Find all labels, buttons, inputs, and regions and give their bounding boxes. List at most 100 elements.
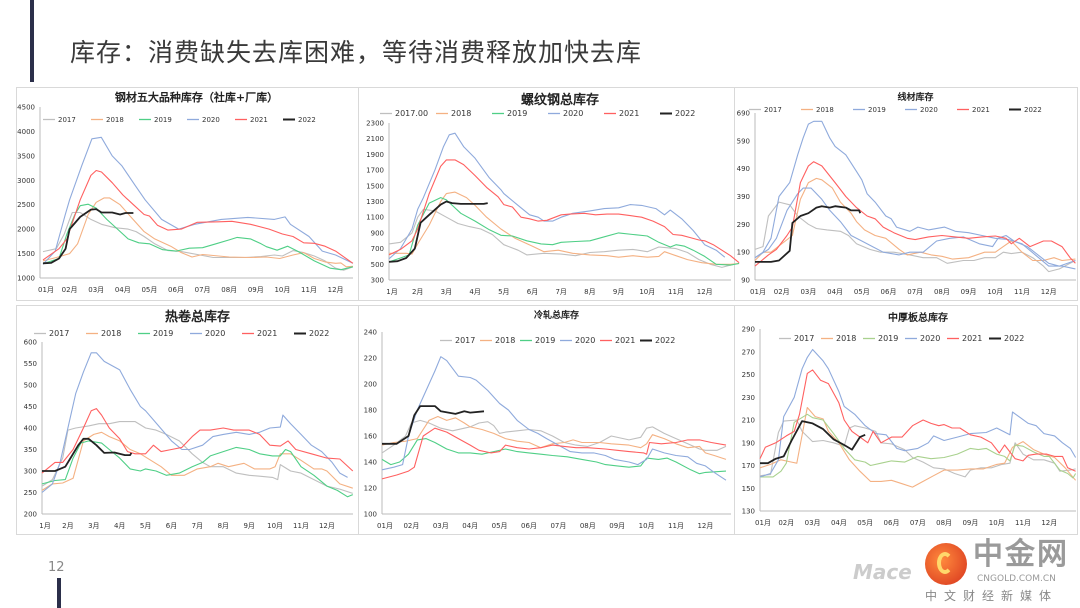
watermark-text: Mace bbox=[853, 560, 912, 584]
y-tick-label: 300 bbox=[24, 468, 37, 476]
x-tick-label: 9月 bbox=[243, 522, 254, 530]
legend-label-2019: 2019 bbox=[154, 116, 172, 124]
chart-panel-hot-coil bbox=[16, 305, 359, 535]
y-tick-label: 3000 bbox=[17, 177, 35, 185]
y-tick-label: 1700 bbox=[366, 167, 384, 175]
chart-title: 螺纹钢总库存 bbox=[521, 92, 599, 108]
x-tick-label: 02月 bbox=[62, 286, 78, 294]
legend-label-2018: 2018 bbox=[451, 109, 471, 118]
chart-title: 钢材五大品种库存（社库+厂库） bbox=[115, 90, 278, 104]
legend-label-2020: 2020 bbox=[205, 329, 225, 338]
logo-tagline: 中文财经新媒体 bbox=[925, 589, 1059, 603]
x-tick-label: 09月 bbox=[962, 519, 978, 527]
series-line-2020 bbox=[754, 120, 1076, 270]
logo-name: 中金网 bbox=[973, 537, 1069, 572]
x-tick-label: 07月 bbox=[910, 519, 926, 527]
y-tick-label: 160 bbox=[364, 433, 377, 441]
x-tick-label: 09月 bbox=[248, 286, 264, 294]
x-tick-label: 05月 bbox=[854, 288, 870, 296]
legend-label-2022: 2022 bbox=[675, 109, 695, 118]
logo-emblem-icon bbox=[925, 543, 967, 585]
x-tick-label: 06月 bbox=[521, 522, 537, 530]
y-tick-label: 900 bbox=[371, 229, 384, 237]
series-line-2018 bbox=[754, 177, 1076, 262]
series-line-2021 bbox=[41, 408, 354, 474]
x-tick-label: 07月 bbox=[550, 522, 566, 530]
chart-3: 热卷总库存 200 250 300 350 400 450 500 550 600 1月 2月 3月 4月… bbox=[24, 309, 354, 530]
y-tick-label: 180 bbox=[364, 407, 377, 415]
x-tick-label: 05月 bbox=[857, 519, 873, 527]
y-tick-label: 2300 bbox=[366, 120, 384, 128]
x-tick-label: 05月 bbox=[141, 286, 157, 294]
x-tick-label: 04月 bbox=[831, 519, 847, 527]
y-tick-label: 250 bbox=[742, 371, 755, 379]
y-tick-label: 600 bbox=[24, 339, 37, 347]
x-tick-label: 05月 bbox=[492, 522, 508, 530]
x-tick-label: 03月 bbox=[88, 286, 104, 294]
x-tick-label: 06月 bbox=[168, 286, 184, 294]
x-tick-label: 5月 bbox=[140, 522, 151, 530]
x-tick-label: 09月 bbox=[609, 522, 625, 530]
x-tick-label: 7月 bbox=[192, 522, 203, 530]
series-line-2020 bbox=[759, 348, 1077, 478]
y-tick-label: 590 bbox=[737, 137, 750, 145]
y-tick-label: 250 bbox=[24, 489, 37, 497]
series-line-2017 bbox=[754, 201, 1076, 273]
legend-label-2021: 2021 bbox=[962, 334, 982, 343]
x-tick-label: 12月 bbox=[1041, 519, 1057, 527]
legend-label-2021: 2021 bbox=[257, 329, 277, 338]
x-tick-label: 11月 bbox=[1014, 288, 1030, 296]
series-line-2022 bbox=[388, 200, 488, 263]
x-tick-label: 11月 bbox=[1015, 519, 1031, 527]
x-tick-label: 12月 bbox=[697, 288, 713, 296]
chart-title: 中厚板总库存 bbox=[888, 311, 948, 324]
x-tick-label: 8月 bbox=[218, 522, 229, 530]
series-line-2022 bbox=[760, 420, 866, 465]
legend-label-2020: 2020 bbox=[920, 106, 938, 114]
legend-label-2017: 2017 bbox=[49, 329, 69, 338]
series-line-2022 bbox=[42, 437, 133, 472]
y-tick-label: 1000 bbox=[17, 275, 35, 283]
x-tick-label: 5月 bbox=[498, 288, 509, 296]
x-tick-label: 10月 bbox=[639, 522, 655, 530]
y-tick-label: 490 bbox=[737, 165, 750, 173]
page-number: 12 bbox=[48, 560, 65, 575]
x-tick-label: 11月 bbox=[668, 288, 684, 296]
chart-5: 中厚板总库存 130 150 170 190 210 230 250 270 290 01月 02月 0… bbox=[742, 311, 1077, 527]
legend-label-2022: 2022 bbox=[1004, 334, 1024, 343]
y-tick-label: 400 bbox=[24, 425, 37, 433]
x-tick-label: 3月 bbox=[88, 522, 99, 530]
x-tick-label: 2月 bbox=[62, 522, 73, 530]
y-tick-label: 290 bbox=[737, 221, 750, 229]
x-tick-label: 04月 bbox=[462, 522, 478, 530]
x-tick-label: 4月 bbox=[114, 522, 125, 530]
series-line-2017 bbox=[42, 211, 354, 271]
series-line-2019 bbox=[381, 438, 727, 475]
chart-panel-wire-rod bbox=[734, 87, 1078, 301]
x-tick-label: 1月 bbox=[386, 288, 397, 296]
x-tick-label: 09月 bbox=[961, 288, 977, 296]
legend-label-2017: 2017.00 bbox=[395, 109, 428, 118]
y-tick-label: 90 bbox=[741, 277, 750, 285]
x-tick-label: 12月 bbox=[328, 286, 344, 294]
x-tick-label: 03月 bbox=[433, 522, 449, 530]
x-tick-label: 04月 bbox=[827, 288, 843, 296]
legend-label-2019: 2019 bbox=[868, 106, 886, 114]
y-tick-label: 240 bbox=[364, 329, 377, 337]
y-tick-label: 390 bbox=[737, 193, 750, 201]
x-tick-label: 11月 bbox=[301, 286, 317, 294]
x-tick-label: 02月 bbox=[403, 522, 419, 530]
y-tick-label: 350 bbox=[24, 446, 37, 454]
series-line-2018 bbox=[381, 415, 727, 460]
legend-label-2019: 2019 bbox=[507, 109, 527, 118]
y-tick-label: 300 bbox=[371, 277, 384, 285]
x-tick-label: 10月 bbox=[989, 519, 1005, 527]
chart-panel-steel-five bbox=[16, 87, 359, 301]
x-tick-label: 10月 bbox=[987, 288, 1003, 296]
legend-label-2017: 2017 bbox=[58, 116, 76, 124]
legend-label-2022: 2022 bbox=[298, 116, 316, 124]
x-tick-label: 3月 bbox=[441, 288, 452, 296]
y-tick-label: 190 bbox=[742, 439, 755, 447]
y-tick-label: 270 bbox=[742, 348, 755, 356]
